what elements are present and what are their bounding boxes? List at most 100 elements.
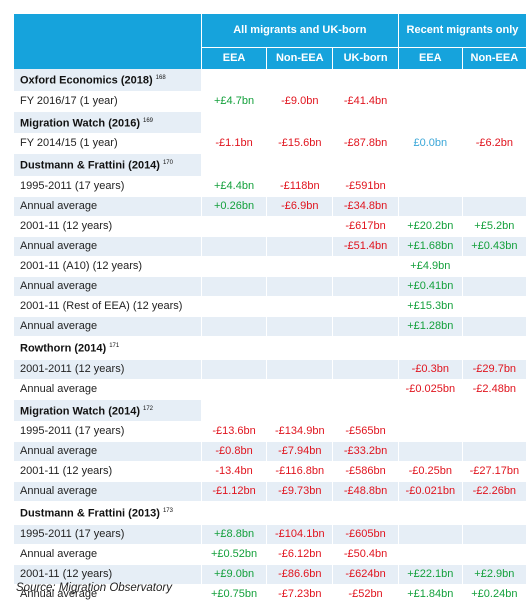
table-row: 1995-2011 (17 years) -£13.6bn -£134.9bn -£5… (14, 421, 526, 443)
value-cell-eea (200, 336, 267, 360)
table-row: 2001-11 (12 years) -£617bn +£20.2bn +£5.2bn (14, 216, 526, 237)
value-cell-eea (200, 399, 267, 423)
value-cell-recent-non-eea: +£0.43bn (461, 236, 526, 257)
value-cell-uk-born: -£87.8bn (332, 133, 399, 155)
value-cell-non-eea: -£6.12bn (266, 544, 333, 565)
period-label: 2001-11 (A10) (12 years) (20, 259, 143, 272)
value-cell-recent-eea (397, 399, 463, 423)
value-cell-recent-eea: -£0.025bn (397, 379, 463, 400)
value-cell-recent-non-eea (461, 91, 526, 112)
value-cell-uk-born: -£617bn (332, 216, 399, 237)
value-cell-eea: +£9.0bn (200, 564, 267, 585)
study-header-row: Dustmann & Frattini (2013) 173 (14, 501, 526, 525)
value-cell-recent-eea (397, 91, 463, 112)
value-cell-recent-eea: +£0.41bn (397, 276, 463, 297)
value-cell-recent-non-eea: +£2.9bn (461, 564, 526, 585)
value-cell-eea (200, 316, 267, 337)
value-cell-recent-eea (397, 176, 463, 197)
period-label: 1995-2011 (17 years) (20, 527, 125, 540)
study-name-cell: Migration Watch (2016) 169 (14, 111, 202, 135)
period-label-cell: 2001-2011 (12 years) (14, 359, 202, 380)
column-header-recent-eea: EEA (397, 47, 463, 69)
value-cell-uk-born: -£586bn (332, 461, 399, 483)
period-label-cell: 2001-11 (Rest of EEA) (12 years) (14, 296, 202, 317)
study-header-row: Oxford Economics (2018) 168 (14, 69, 526, 92)
period-label-cell: Annual average (14, 584, 202, 605)
value-cell-non-eea (266, 296, 333, 317)
value-cell-uk-born (332, 336, 399, 360)
study-name: Dustmann & Frattini (2013) (20, 507, 160, 520)
value-cell-non-eea (266, 316, 333, 337)
period-label-cell: Annual average (14, 379, 202, 400)
study-header-row: Rowthorn (2014) 171 (14, 336, 526, 360)
value-cell-eea: +£4.4bn (200, 176, 267, 197)
period-label: Annual average (20, 445, 98, 458)
value-cell-non-eea: -£7.23bn (266, 584, 333, 605)
table-row: 1995-2011 (17 years) +£4.4bn -£118bn -£591b… (14, 176, 526, 197)
value-cell-uk-born (332, 501, 399, 525)
value-cell-recent-non-eea (461, 336, 526, 360)
value-cell-recent-eea (397, 336, 463, 360)
study-name: Dustmann & Frattini (2014) (20, 159, 160, 172)
value-cell-uk-born: -£50.4bn (332, 544, 399, 565)
value-cell-recent-non-eea (461, 421, 526, 443)
value-cell-eea: -£1.1bn (200, 133, 267, 155)
fiscal-impact-table: All migrants and UK-born Recent migrants… (14, 14, 526, 605)
value-cell-non-eea: -£118bn (266, 176, 333, 197)
table-row: FY 2014/15 (1 year) -£1.1bn -£15.6bn -£87.8… (14, 133, 526, 155)
study-name-cell: Migration Watch (2014) 172 (14, 399, 202, 423)
value-cell-eea (200, 501, 267, 525)
value-cell-non-eea (266, 359, 333, 380)
value-cell-recent-eea (397, 544, 463, 565)
period-label-cell: FY 2014/15 (1 year) (14, 133, 202, 155)
value-cell-recent-eea: -£0.021bn (397, 481, 463, 503)
study-header-row: Dustmann & Frattini (2014) 170 (14, 153, 526, 177)
value-cell-eea: -£13.6bn (200, 421, 267, 443)
period-label: FY 2014/15 (1 year) (20, 137, 118, 150)
period-label: Annual average (20, 279, 98, 292)
table-row: 2001-11 (A10) (12 years) +£4.9bn (14, 256, 526, 277)
value-cell-eea (200, 276, 267, 297)
value-cell-eea (200, 69, 267, 92)
value-cell-recent-non-eea (461, 399, 526, 423)
footnote-reference: 169 (143, 117, 154, 124)
value-cell-eea (200, 111, 267, 135)
table-row: Annual average -£1.12bn -£9.73bn -£48.8bn -£… (14, 481, 526, 503)
value-cell-uk-born (332, 69, 399, 92)
value-cell-eea: +£0.52bn (200, 544, 267, 565)
value-cell-eea (200, 153, 267, 177)
value-cell-recent-non-eea: -£2.26bn (461, 481, 526, 503)
period-label: Annual average (20, 319, 98, 332)
value-cell-recent-non-eea: -£27.17bn (461, 461, 526, 483)
value-cell-uk-born: -£591bn (332, 176, 399, 197)
value-cell-uk-born (332, 399, 399, 423)
value-cell-non-eea (266, 501, 333, 525)
table-row: 2001-2011 (12 years) -£0.3bn -£29.7bn (14, 359, 526, 380)
study-name: Rowthorn (2014) (20, 342, 107, 355)
value-cell-recent-eea (397, 69, 463, 92)
value-cell-eea (200, 216, 267, 237)
table-row: Annual average -£0.8bn -£7.94bn -£33.2bn (14, 441, 526, 463)
period-label: Annual average (20, 239, 98, 252)
header-corner (14, 14, 202, 48)
header-group-recent-migrants: Recent migrants only (397, 14, 526, 48)
period-label-cell: Annual average (14, 441, 202, 463)
table-row: Annual average +£0.52bn -£6.12bn -£50.4bn (14, 544, 526, 565)
value-cell-uk-born (332, 316, 399, 337)
value-cell-eea: +£8.8bn (200, 524, 267, 545)
period-label: Annual average (20, 485, 98, 498)
value-cell-non-eea (266, 256, 333, 277)
value-cell-non-eea: -£86.6bn (266, 564, 333, 585)
period-label: 2001-2011 (12 years) (20, 362, 125, 375)
value-cell-recent-eea: +£22.1bn (397, 564, 463, 585)
table-row: 2001-11 (12 years) -13.4bn -£116.8bn -£586b… (14, 461, 526, 483)
period-label: Annual average (20, 199, 98, 212)
footnote-reference: 170 (162, 160, 173, 167)
value-cell-recent-non-eea (461, 524, 526, 545)
value-cell-uk-born (332, 256, 399, 277)
value-cell-uk-born: -£565bn (332, 421, 399, 443)
value-cell-eea (200, 236, 267, 257)
footnote-reference: 172 (143, 405, 154, 412)
value-cell-uk-born: -£33.2bn (332, 441, 399, 463)
